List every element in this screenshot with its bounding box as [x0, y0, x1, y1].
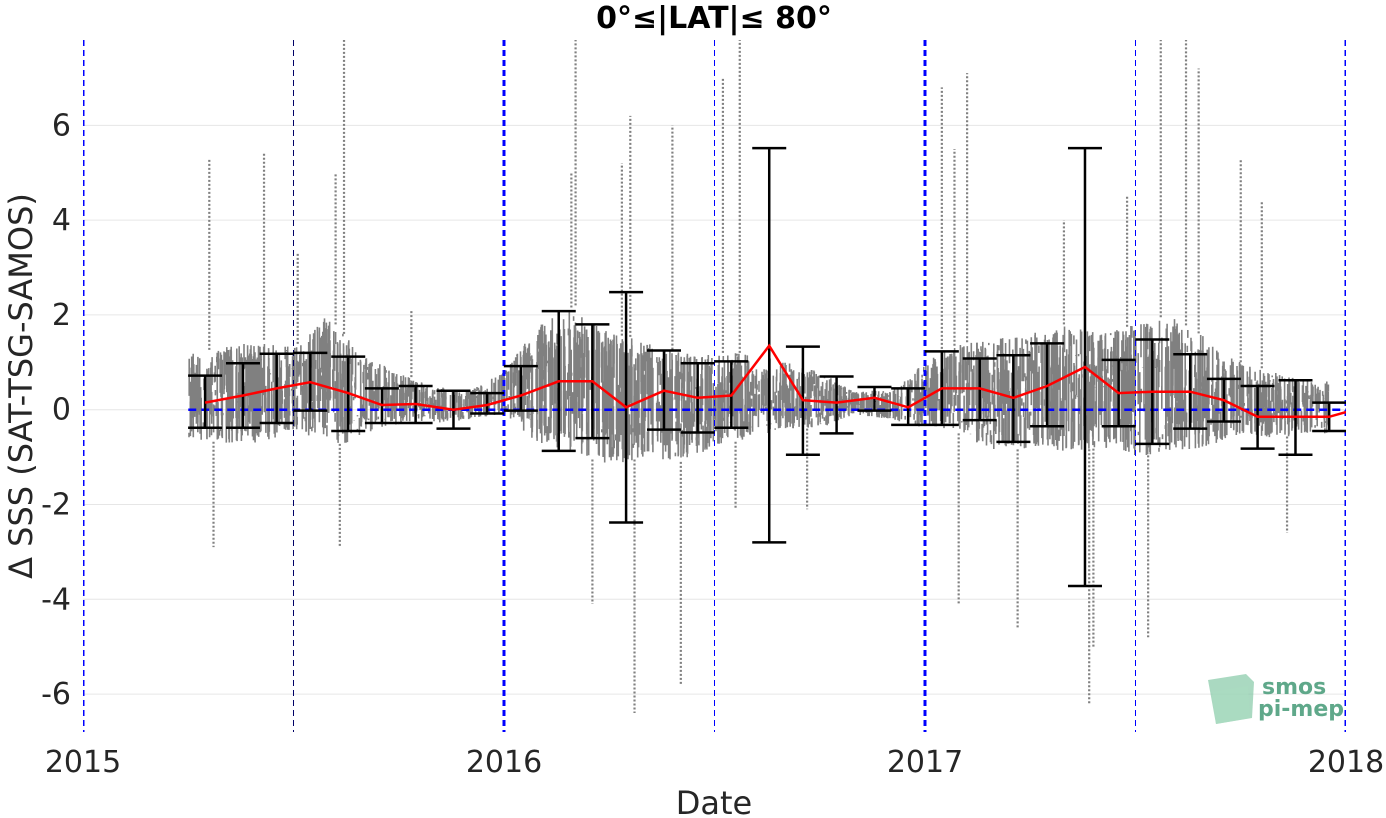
y-axis-label: Δ SSS (SAT-TSG-SAMOS) [2, 193, 40, 579]
y-tick-label: -4 [41, 582, 71, 617]
y-tick-label: 2 [52, 298, 71, 333]
error-bar [503, 364, 538, 412]
logo-mark-fold [1212, 686, 1250, 724]
mean-line [204, 343, 1346, 419]
mean-series [204, 343, 1346, 419]
x-tick-label: 2017 [887, 745, 963, 780]
tick-labels: -6 -4 -2 0 2 4 6 2015 2016 2017 2018 [41, 108, 1384, 780]
y-tick-label: -2 [41, 487, 71, 522]
y-tick-label: 0 [52, 393, 71, 428]
y-tick-label: -6 [41, 677, 71, 712]
chart-title: 0°≤|LAT|≤ 80° [596, 1, 832, 36]
x-tick-label: 2016 [466, 745, 542, 780]
logo-line2: pi-mep [1258, 697, 1344, 722]
x-tick-label: 2015 [45, 745, 121, 780]
error-bar [470, 391, 505, 415]
x-tick-label: 2018 [1308, 745, 1384, 780]
y-tick-label: 6 [52, 108, 71, 143]
x-axis-label: Date [676, 784, 752, 818]
y-tick-label: 4 [52, 203, 71, 238]
logo-line1: smos [1262, 675, 1326, 700]
smos-pimep-logo: smos pi-mep [1208, 674, 1344, 724]
error-bar [819, 375, 854, 435]
